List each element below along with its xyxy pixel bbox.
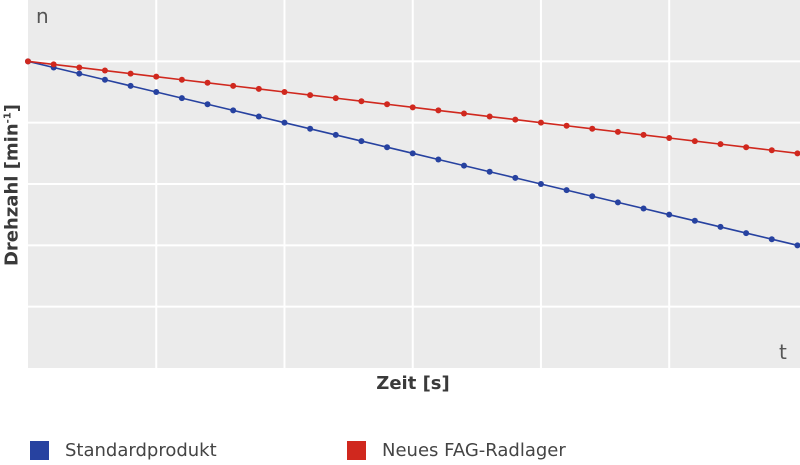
legend-swatch-red [347, 441, 366, 460]
data-point-1 [76, 64, 83, 71]
data-point-1 [358, 98, 365, 105]
data-point-0 [230, 107, 237, 114]
data-point-1 [461, 110, 468, 117]
data-point-1 [409, 104, 416, 111]
data-point-0 [358, 138, 365, 145]
data-point-1 [743, 144, 750, 151]
data-point-0 [127, 82, 134, 89]
y-axis-label-sup: -1 [2, 112, 14, 124]
data-point-1 [384, 101, 391, 108]
data-point-0 [666, 211, 673, 218]
data-point-0 [743, 230, 750, 237]
legend-item-fag-radlager: Neues FAG-Radlager [347, 440, 566, 461]
data-point-1 [794, 150, 800, 157]
legend-item-standardprodukt: Standardprodukt [30, 440, 217, 461]
data-point-1 [768, 147, 775, 154]
data-point-0 [717, 223, 724, 230]
data-point-0 [332, 131, 339, 138]
data-point-1 [255, 85, 262, 92]
legend-swatch-blue [30, 441, 49, 460]
data-point-1 [178, 76, 185, 83]
x-axis-label: Zeit [s] [376, 373, 450, 394]
data-point-0 [614, 199, 621, 206]
data-point-0 [409, 150, 416, 157]
y-axis-label-base: Drehzahl [min [1, 123, 23, 267]
data-point-1 [50, 61, 57, 68]
data-point-1 [307, 92, 314, 99]
data-point-0 [101, 76, 108, 83]
data-point-1 [666, 135, 673, 141]
data-point-1 [332, 95, 339, 102]
data-point-1 [512, 116, 519, 123]
data-point-0 [307, 125, 314, 132]
data-point-0 [640, 205, 647, 212]
data-point-1 [101, 67, 108, 74]
data-point-0 [435, 156, 442, 163]
y-axis-label: Drehzahl [min-1] [2, 104, 23, 266]
data-point-1 [537, 119, 544, 126]
data-point-0 [563, 187, 570, 194]
data-point-1 [640, 131, 647, 138]
data-point-0 [153, 89, 160, 95]
data-point-1 [486, 113, 493, 120]
data-point-1 [691, 138, 698, 145]
data-point-0 [281, 119, 288, 126]
data-point-1 [614, 128, 621, 135]
data-point-0 [691, 217, 698, 224]
data-point-0 [255, 113, 262, 120]
data-point-0 [461, 162, 468, 169]
data-point-1 [281, 89, 288, 95]
data-point-0 [768, 236, 775, 243]
data-point-0 [537, 181, 544, 187]
legend-label: Standardprodukt [65, 440, 217, 461]
y-axis-symbol: n [36, 4, 49, 28]
data-point-0 [178, 95, 185, 102]
data-point-1 [127, 70, 134, 77]
x-axis-symbol: t [779, 340, 787, 364]
data-point-1 [204, 79, 211, 86]
data-point-0 [794, 242, 800, 249]
data-point-1 [589, 125, 596, 132]
data-point-1 [25, 58, 31, 65]
legend-label: Neues FAG-Radlager [382, 440, 566, 461]
data-point-1 [563, 122, 570, 129]
data-point-1 [717, 141, 724, 148]
data-point-0 [512, 174, 519, 181]
y-axis-label-end: ] [1, 103, 23, 113]
data-point-0 [76, 70, 83, 77]
data-point-0 [204, 101, 211, 108]
data-point-0 [486, 168, 493, 175]
data-point-1 [153, 73, 160, 80]
data-point-0 [384, 144, 391, 151]
data-point-0 [589, 193, 596, 200]
data-point-1 [230, 82, 237, 89]
data-point-1 [435, 107, 442, 114]
